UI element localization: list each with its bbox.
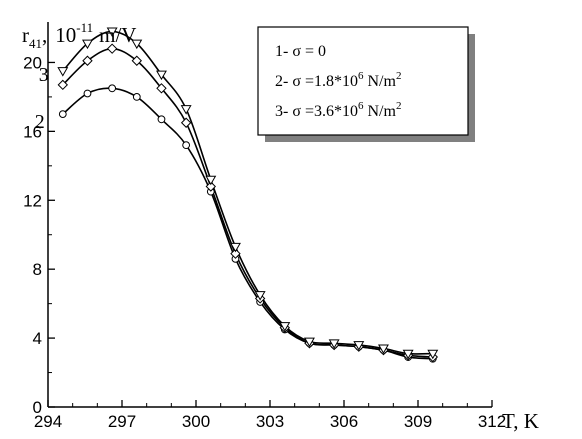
- series-3-point: [156, 70, 167, 81]
- series-2-point: [230, 248, 241, 259]
- legend: 1- σ = 0 2- σ =1.8*106 N/m2 3- σ =3.6*106 …: [257, 26, 475, 142]
- x-tick-label: 297: [108, 412, 136, 431]
- markers: [57, 27, 439, 363]
- series-2-point: [82, 55, 93, 66]
- legend-entry-2: 2- σ =1.8*106 N/m2: [275, 70, 401, 90]
- legend-entries: 1- σ = 0 2- σ =1.8*106 N/m2 3- σ =3.6*106 …: [275, 43, 401, 120]
- series-3-point: [106, 27, 118, 38]
- series-3-point: [82, 39, 93, 50]
- series-2-point: [131, 55, 143, 66]
- y-axis-separator: ,: [42, 23, 47, 47]
- series-1-point: [157, 115, 166, 124]
- series-2-point: [57, 79, 69, 91]
- y-axis-subscript: 41: [29, 36, 42, 51]
- y-tick-label: 0: [33, 398, 42, 417]
- series-3-line: [62, 30, 433, 355]
- series-3-point: [57, 67, 69, 77]
- series-2-point: [156, 83, 167, 94]
- y-axis-base: 10: [55, 23, 76, 47]
- series-3-point: [230, 242, 241, 253]
- legend-box: [257, 26, 469, 136]
- series-2-point: [106, 43, 118, 54]
- series-2-point: [180, 117, 192, 128]
- legend-entry-1: 1- σ = 0: [275, 43, 326, 60]
- series-3-point: [131, 39, 143, 50]
- series-3-point: [254, 291, 266, 301]
- curve-label-3: 3: [39, 64, 49, 86]
- series-3-point: [180, 105, 192, 115]
- x-tick-label: 309: [404, 412, 432, 431]
- x-tick-label: 306: [330, 412, 358, 431]
- y-axis-exponent: -11: [76, 20, 93, 35]
- ticks: 294 297 300 303 306 309 312 0 4 8 12 16 20: [23, 53, 506, 431]
- y-axis-title: r41, 10-11 m/V: [22, 20, 136, 51]
- y-tick-label: 20: [23, 53, 42, 72]
- series-3-point: [378, 344, 389, 355]
- curves: [62, 30, 433, 360]
- series-2-point: [205, 181, 217, 192]
- y-tick-label: 4: [33, 329, 42, 348]
- y-axis-symbol: r: [22, 23, 29, 47]
- series-1-point: [83, 89, 92, 98]
- legend-entry-3: 3- σ =3.6*106 N/m2: [275, 100, 401, 120]
- y-axis-unit: m/V: [99, 23, 136, 47]
- curve-label-2: 2: [35, 111, 45, 133]
- y-tick-label: 16: [23, 122, 42, 141]
- x-tick-label: 300: [182, 412, 210, 431]
- series-1-point: [108, 84, 117, 93]
- series-1-point: [58, 110, 67, 119]
- curve-labels: 23: [35, 64, 49, 133]
- series-3-point: [402, 349, 414, 360]
- y-tick-label: 12: [23, 191, 42, 210]
- x-tick-label: 312: [478, 412, 506, 431]
- series-2-line: [62, 47, 433, 358]
- series-1-point: [182, 141, 191, 150]
- series-3-point: [304, 337, 315, 348]
- y-tick-label: 8: [33, 260, 42, 279]
- x-tick-label: 294: [34, 412, 62, 431]
- series-3-point: [328, 339, 340, 349]
- series-3-point: [279, 322, 291, 332]
- x-axis-title: T, K: [502, 409, 539, 433]
- x-tick-label: 303: [256, 412, 284, 431]
- series-3-point: [427, 349, 439, 360]
- series-3-point: [353, 341, 365, 351]
- series-1-point: [132, 93, 141, 101]
- series-3-point: [205, 175, 217, 186]
